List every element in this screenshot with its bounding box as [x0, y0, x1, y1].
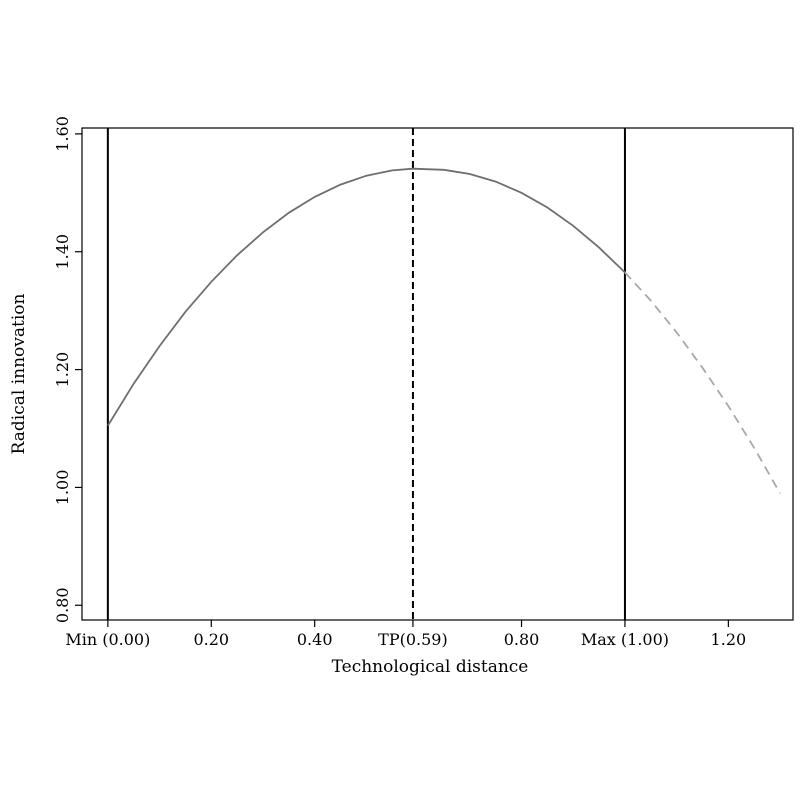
x-tick-label-3: TP(0.59) — [378, 630, 448, 649]
y-axis: 0.80 1.00 1.20 1.40 1.60 — [53, 116, 82, 623]
y-axis-label: Radical innovation — [9, 293, 29, 454]
series-group — [107, 167, 781, 494]
x-tick-label-1: 0.20 — [193, 630, 229, 649]
x-tick-label-4: 0.80 — [504, 630, 540, 649]
x-tick-label-5: Max (1.00) — [581, 630, 669, 649]
y-tick-label-3: 1.40 — [53, 234, 72, 270]
x-axis-label: Technological distance — [332, 657, 529, 677]
x-tick-label-6: 1.20 — [711, 630, 747, 649]
x-axis: Min (0.00) 0.20 0.40 TP(0.59) 0.80 Max (1.00)… — [65, 620, 746, 649]
series-line-0 — [107, 167, 626, 427]
x-tick-label-2: 0.40 — [297, 630, 333, 649]
reference-lines — [106, 128, 626, 620]
x-tick-label-0: Min (0.00) — [65, 630, 150, 649]
y-tick-label-0: 0.80 — [53, 587, 72, 623]
y-tick-label-1: 1.00 — [53, 470, 72, 506]
y-tick-label-4: 1.60 — [53, 116, 72, 152]
series-line-1 — [624, 271, 781, 494]
plot-frame — [81, 127, 794, 621]
y-tick-label-2: 1.20 — [53, 352, 72, 388]
